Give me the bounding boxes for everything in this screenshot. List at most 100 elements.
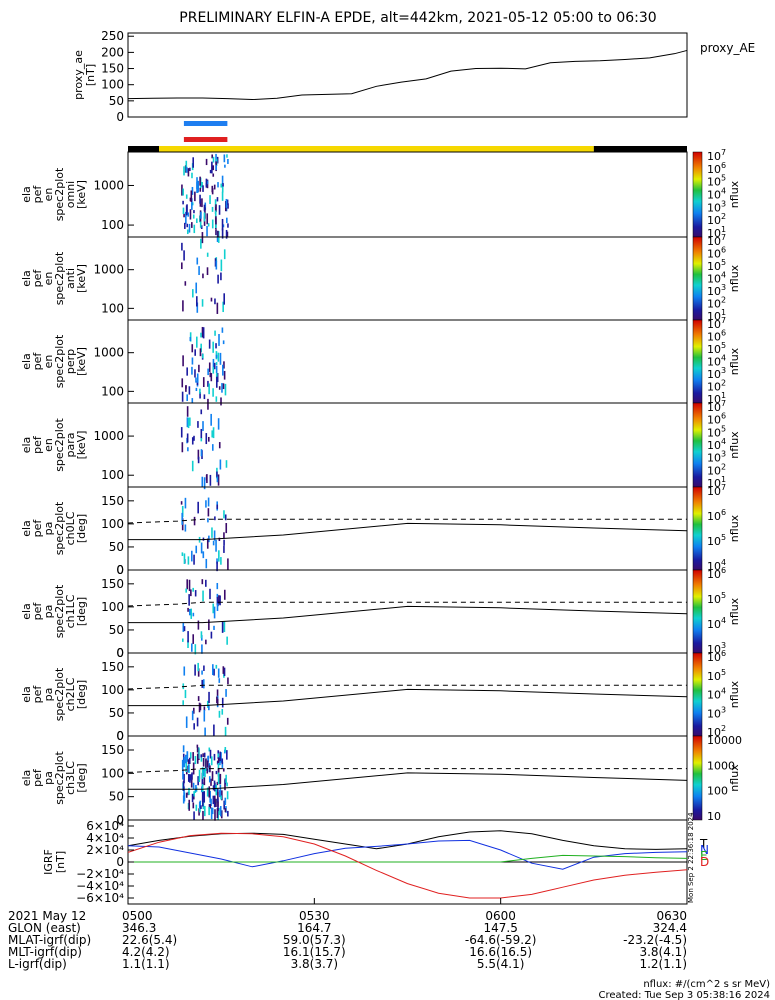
energy-spec-pixel: [200, 449, 203, 457]
tick-base: 10: [707, 176, 721, 189]
energy-spec-pixel: [200, 343, 202, 353]
energy-spec-pixel: [212, 156, 215, 163]
pa-spec-pixel: [197, 696, 200, 702]
pa-spec-pixel: [207, 508, 210, 517]
info-row-value: 0600: [485, 909, 516, 923]
energy-spec-pixel: [195, 377, 197, 383]
pa-spec-pixel: [195, 784, 197, 792]
energy-spec-pixel: [201, 181, 203, 188]
energy-spec-pixel: [215, 376, 218, 388]
status-segment: [593, 146, 687, 152]
pa-spec-pixel: [226, 782, 228, 787]
igrf-ytick-label: −6×10⁴: [76, 891, 124, 905]
energy-spec-pixel: [218, 334, 220, 346]
pa-spec-pixel: [208, 704, 210, 711]
pa-spec-pixel: [223, 800, 225, 810]
pa-spec-pixel: [183, 553, 186, 564]
energy-spec-pixel: [202, 377, 205, 388]
colorbar-tick-label: 100: [707, 785, 728, 798]
tick-exponent: 6: [721, 508, 726, 517]
energy-spec-pixel: [220, 259, 223, 272]
energy-spec-pixel: [183, 250, 185, 261]
pa-spec-pixel: [215, 664, 218, 669]
proxy-ae-ytick-label: 150: [101, 62, 124, 76]
ylabel-line: [keV]: [75, 264, 88, 293]
colorbar-tick-label: 105: [707, 341, 726, 356]
pa-spec-pixel: [208, 691, 210, 704]
energy-spec-pixel: [215, 229, 217, 236]
energy-spec-pixel: [182, 300, 184, 312]
energy-spec-pixel: [189, 417, 191, 426]
colorbar-tick-label: 10: [707, 810, 721, 823]
pa-spec-pixel: [208, 619, 210, 631]
energy-spec-pixel: [185, 211, 187, 224]
pa-spec-pixel: [215, 784, 218, 796]
energy-spec-pixel: [181, 378, 184, 388]
pa-spec-pixel: [215, 798, 217, 808]
energy-spec-pixel: [200, 211, 202, 219]
tick-base: 10: [707, 163, 721, 176]
pa-spec-pixel: [188, 608, 191, 616]
tick-exponent: 2: [721, 379, 726, 388]
energy-spec-pixel: [198, 266, 200, 276]
energy-spec-pixel: [196, 380, 199, 386]
energy-spec-pixel: [224, 383, 227, 396]
colorbar-label: nflux: [728, 597, 741, 625]
energy-spec-pixel: [216, 373, 219, 383]
energy-spec-pixel: [188, 386, 191, 395]
pa-spec-pixel: [203, 752, 206, 758]
pa-spec-pixel: [202, 679, 205, 689]
pa-spec-pixel: [206, 768, 209, 774]
pa-ytick-label: 0: [116, 729, 124, 743]
colorbar-tick-label: 104: [707, 616, 726, 631]
energy-spec-pixel: [222, 340, 225, 345]
energy-spec-pixel: [186, 417, 189, 428]
pa-spec-pixel: [194, 644, 197, 655]
tick-exponent: 5: [721, 533, 726, 542]
energy-spec-pixel: [206, 267, 209, 276]
info-row-value: 59.0(57.3): [283, 933, 346, 947]
tick-exponent: 3: [721, 641, 726, 650]
energy-ytick-label: 1000: [93, 429, 124, 443]
proxy-ae-ytick-label: 200: [101, 45, 124, 59]
pa-spec-pixel: [217, 772, 220, 784]
energy-spec-pixel: [185, 166, 188, 173]
energy-spec-pixel: [182, 200, 184, 205]
energy-spec-pixel: [205, 178, 208, 188]
energy-spec-pixel: [192, 214, 195, 219]
info-row-value: 1.1(1.1): [122, 957, 170, 971]
tick-base: 100: [707, 785, 728, 798]
pa-dashed-line: [127, 768, 687, 773]
pa-spec-pixel: [226, 791, 229, 800]
ylabel-line: pef: [31, 185, 44, 204]
info-row-value: 0630: [656, 909, 687, 923]
tick-base: 10: [707, 285, 721, 298]
energy-spec-pixel: [207, 398, 209, 410]
ylabel-line: ela: [20, 686, 33, 703]
energy-spec-pixel: [201, 476, 204, 488]
energy-spec-pixel: [208, 436, 210, 442]
pa-spec-pixel: [196, 717, 199, 727]
tick-base: 10: [707, 593, 721, 606]
energy-spec-pixel: [196, 181, 198, 193]
pa-spec-pixel: [188, 757, 191, 765]
igrf-ylabel: IGRF[nT]: [42, 849, 67, 875]
colorbar-label: nflux: [728, 514, 741, 542]
tick-exponent: 5: [721, 591, 726, 600]
colorbar-tick-label: 106: [707, 508, 726, 523]
energy-spec-pixel: [210, 373, 213, 382]
colorbar-tick-label: 106: [707, 566, 726, 581]
tick-exponent: 5: [721, 258, 726, 267]
pa-spec-pixel: [224, 747, 227, 753]
ylabel-line: IGRF: [42, 849, 55, 875]
pa-spec-pixel: [190, 774, 193, 781]
panel-ylabel: elapefenspec2plotomni[keV]: [20, 167, 88, 221]
ylabel-line: pa: [42, 771, 55, 785]
energy-spec-pixel: [200, 438, 203, 442]
colorbar: [692, 652, 703, 737]
pa-ytick-label: 100: [101, 600, 124, 614]
pa-ytick-label: 0: [116, 813, 124, 827]
energy-spec-pixel: [184, 281, 187, 286]
energy-spec-pixel: [216, 197, 219, 202]
proxy-ae-line: [127, 49, 688, 101]
